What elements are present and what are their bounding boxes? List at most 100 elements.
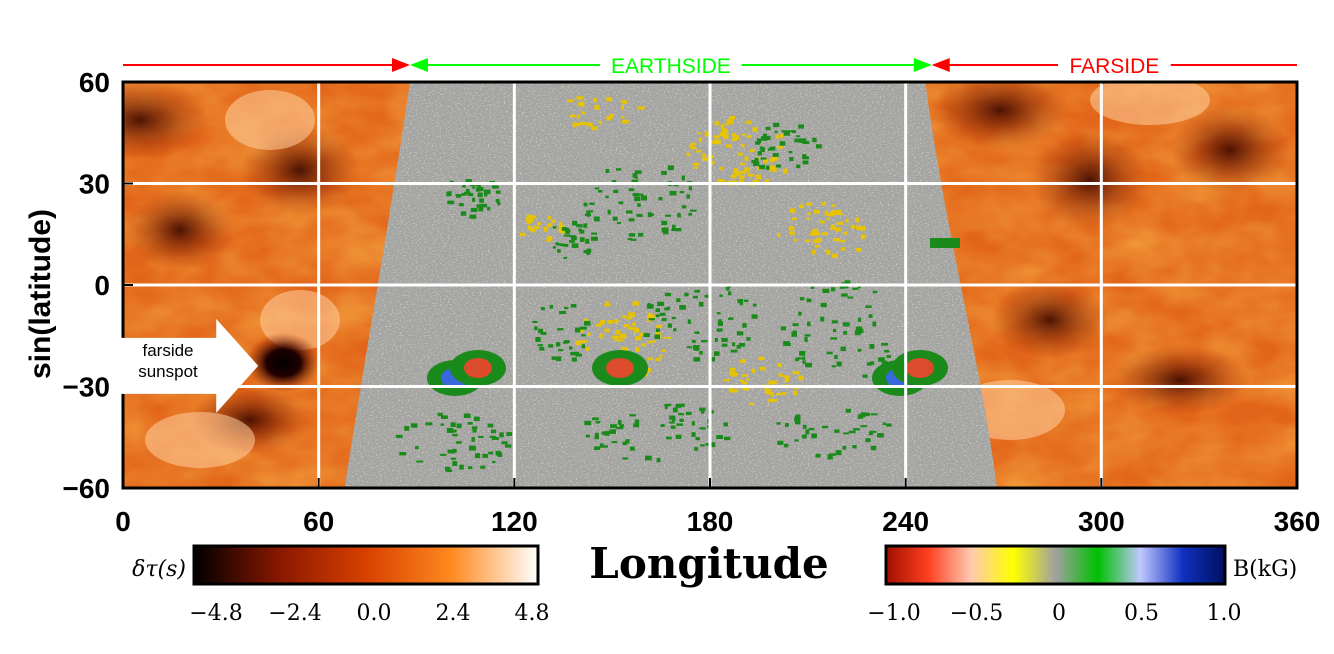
flux-speckle: [622, 441, 628, 446]
region-arrows: EARTHSIDE FARSIDE: [123, 55, 1297, 78]
flux-speckle: [840, 247, 845, 251]
flux-speckle: [579, 237, 585, 242]
flux-speckle: [728, 291, 732, 296]
flux-speckle: [679, 418, 684, 422]
flux-speckle: [619, 333, 627, 339]
flux-speckle: [598, 190, 603, 193]
flux-speckle: [857, 348, 862, 352]
active-region-core: [906, 358, 934, 378]
flux-speckle: [572, 220, 578, 226]
flux-speckle: [783, 131, 790, 136]
flux-speckle: [585, 434, 590, 438]
flux-speckle: [794, 439, 799, 442]
active-region-core: [606, 358, 634, 378]
flux-speckle: [631, 179, 639, 184]
flux-speckle: [600, 319, 605, 325]
flux-speckle: [792, 330, 797, 335]
flux-speckle: [721, 343, 728, 347]
flux-speckle: [860, 425, 868, 428]
flux-speckle: [881, 360, 888, 364]
flux-speckle: [618, 201, 624, 205]
flux-speckle: [830, 225, 836, 230]
flux-speckle: [686, 152, 691, 157]
flux-speckle: [622, 315, 626, 319]
flux-speckle: [751, 159, 756, 164]
flux-speckle: [480, 203, 488, 208]
flux-speckle: [760, 157, 767, 160]
flux-speckle: [630, 238, 637, 241]
flux-speckle: [768, 380, 775, 385]
flux-speckle: [757, 151, 762, 156]
flux-speckle: [721, 337, 728, 342]
flux-speckle: [583, 202, 588, 207]
flux-speckle: [543, 226, 548, 232]
flux-speckle: [478, 436, 484, 438]
flux-speckle: [659, 312, 666, 316]
flux-speckle: [733, 170, 741, 176]
flux-speckle: [693, 295, 698, 299]
flux-speckle: [467, 193, 474, 197]
flux-speckle: [719, 294, 723, 297]
flux-speckle: [795, 357, 799, 362]
limb-region: [930, 238, 960, 248]
flux-speckle: [677, 212, 681, 217]
flux-speckle: [743, 299, 749, 302]
flux-speckle: [769, 146, 776, 151]
farside-bright-patch: [1090, 82, 1210, 125]
flux-speckle: [569, 114, 576, 118]
flux-speckle: [795, 414, 801, 419]
sunspot-core: [245, 332, 322, 393]
flux-speckle: [700, 444, 705, 447]
flux-speckle: [614, 319, 619, 324]
flux-speckle: [679, 403, 685, 407]
flux-speckle: [628, 327, 635, 330]
flux-speckle: [692, 345, 700, 350]
flux-speckle: [480, 465, 486, 469]
colorbar-tick-label: −4.8: [189, 601, 242, 626]
flux-speckle: [505, 444, 512, 448]
flux-speckle: [564, 340, 570, 343]
flux-speckle: [638, 106, 645, 110]
flux-speckle: [859, 328, 864, 334]
flux-speckle: [661, 170, 667, 175]
flux-speckle: [749, 149, 755, 153]
x-tick-label: 60: [303, 506, 334, 537]
flux-speckle: [534, 326, 538, 331]
flux-speckle: [404, 426, 410, 431]
flux-speckle: [656, 457, 661, 463]
flux-speckle: [865, 412, 870, 416]
flux-speckle: [844, 280, 851, 285]
flux-speckle: [720, 124, 725, 129]
flux-speckle: [605, 301, 609, 306]
flux-speckle: [678, 413, 684, 416]
flux-speckle: [530, 228, 536, 233]
flux-speckle: [820, 316, 825, 322]
farside-dark-patch: [990, 280, 1110, 360]
arrow-head-right: [913, 58, 932, 72]
flux-speckle: [655, 357, 661, 362]
flux-speckle: [755, 174, 761, 180]
flux-speckle: [563, 234, 571, 237]
flux-speckle: [672, 416, 676, 422]
flux-speckle: [587, 332, 591, 336]
flux-speckle: [614, 335, 619, 339]
flux-speckle: [739, 379, 745, 382]
flux-speckle: [472, 429, 477, 433]
flux-speckle: [700, 409, 705, 414]
flux-speckle: [742, 133, 747, 136]
flux-speckle: [697, 132, 702, 135]
flux-speckle: [564, 229, 571, 233]
flux-speckle: [862, 374, 868, 378]
flux-speckle: [551, 356, 557, 360]
flux-speckle: [647, 313, 653, 318]
flux-speckle: [655, 328, 660, 332]
flux-speckle: [399, 452, 407, 456]
flux-speckle: [802, 434, 807, 439]
flux-speckle: [621, 116, 625, 119]
flux-speckle: [802, 154, 807, 157]
flux-speckle: [728, 115, 735, 120]
flux-speckle: [811, 433, 817, 439]
flux-speckle: [681, 205, 687, 209]
flux-speckle: [739, 302, 743, 306]
x-tick-label: 180: [687, 506, 734, 537]
